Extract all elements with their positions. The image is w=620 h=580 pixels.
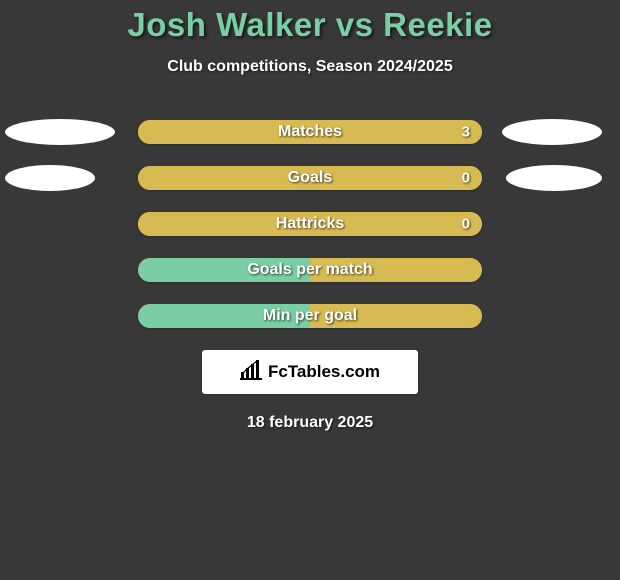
- player2-ellipse: [506, 165, 602, 191]
- stat-row: Hattricks 0: [0, 212, 620, 236]
- stat-label: Goals: [288, 169, 332, 187]
- stat-value-right: 0: [462, 216, 470, 233]
- stat-value-right: 3: [462, 124, 470, 141]
- stat-bar: Hattricks 0: [138, 212, 482, 236]
- stat-row: Min per goal: [0, 304, 620, 328]
- page-root: Josh Walker vs Reekie Club competitions,…: [0, 0, 620, 580]
- stat-label: Matches: [278, 123, 342, 141]
- stat-bar: Min per goal: [138, 304, 482, 328]
- date-text: 18 february 2025: [0, 414, 620, 432]
- stat-label: Goals per match: [247, 261, 372, 279]
- logo-chart-icon: [240, 360, 262, 385]
- stat-bar: Goals 0: [138, 166, 482, 190]
- stat-row: Goals 0: [0, 166, 620, 190]
- stat-row: Matches 3: [0, 120, 620, 144]
- player1-ellipse: [5, 165, 95, 191]
- stat-bar: Matches 3: [138, 120, 482, 144]
- stat-bar: Goals per match: [138, 258, 482, 282]
- stat-value-right: 0: [462, 170, 470, 187]
- player2-ellipse: [502, 119, 602, 145]
- logo-text: FcTables.com: [268, 362, 380, 382]
- player1-ellipse: [5, 119, 115, 145]
- page-title: Josh Walker vs Reekie: [0, 6, 620, 44]
- logo-box: FcTables.com: [202, 350, 418, 394]
- stat-row: Goals per match: [0, 258, 620, 282]
- stat-label: Min per goal: [263, 307, 357, 325]
- stats-rows: Matches 3 Goals 0 Hattricks 0 Goals per match M…: [0, 120, 620, 328]
- stat-label: Hattricks: [276, 215, 344, 233]
- page-subtitle: Club competitions, Season 2024/2025: [0, 58, 620, 76]
